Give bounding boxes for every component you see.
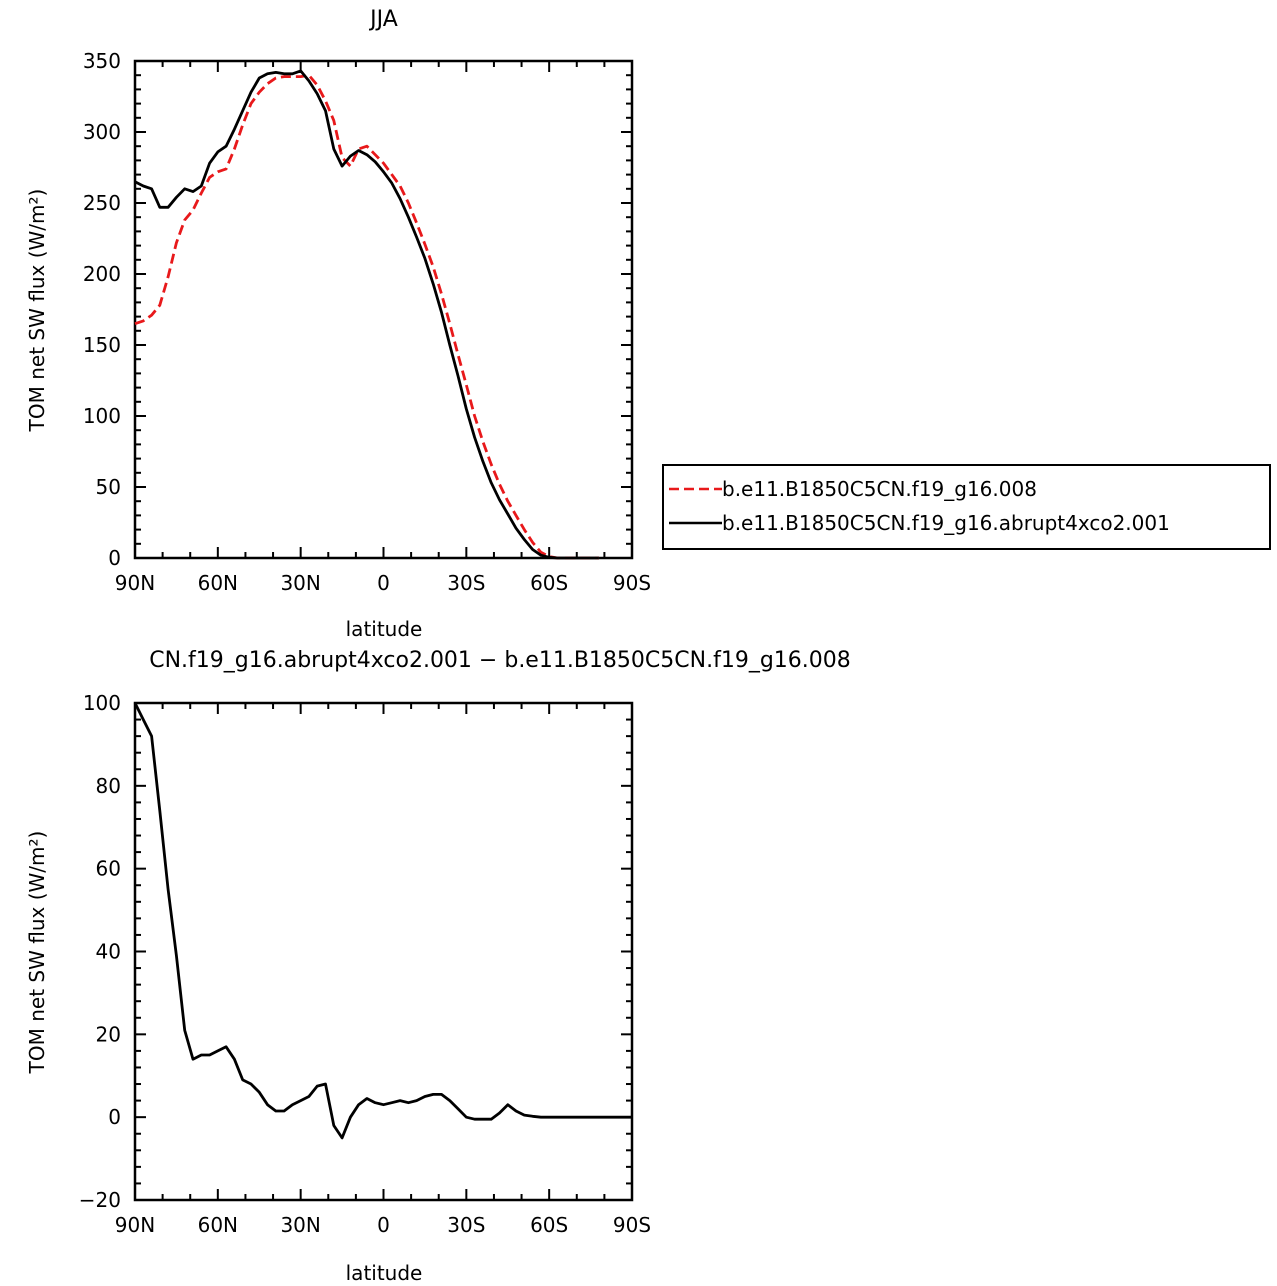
x-tick-label: 30S (447, 1213, 485, 1237)
y-tick-label: 0 (108, 546, 121, 570)
y-tick-label: 0 (108, 1105, 121, 1129)
y-tick-label: 100 (83, 691, 121, 715)
top-y-axis-label: TOM net SW flux (W/m²) (25, 189, 49, 433)
y-tick-label: 300 (83, 120, 121, 144)
top-plot-frame (133, 59, 634, 560)
x-tick-label: 30S (447, 571, 485, 595)
bottom-series-lines (133, 702, 632, 1140)
bottom-y-axis-label: TOM net SW flux (W/m²) (25, 831, 49, 1075)
legend: b.e11.B1850C5CN.f19_g16.008 b.e11.B1850C… (662, 464, 1271, 550)
top-x-axis-label: latitude (346, 617, 423, 641)
y-tick-label: 150 (83, 333, 121, 357)
x-tick-label: 60N (198, 571, 238, 595)
series-line (134, 69, 599, 560)
y-tick-label: 50 (96, 475, 121, 499)
y-tick-label: 200 (83, 262, 121, 286)
y-tick-label: 40 (96, 940, 121, 964)
bottom-chart-title: CN.f19_g16.abrupt4xco2.001 − b.e11.B1850… (149, 648, 851, 673)
bottom-panel: CN.f19_g16.abrupt4xco2.001 − b.e11.B1850… (25, 648, 851, 1285)
x-tick-label: 0 (377, 571, 390, 595)
top-panel: JJA 90N 60N 30N 0 30S 60S 90S 0 50 100 150 200 250 30… (25, 7, 651, 641)
x-tick-label: 90N (115, 571, 155, 595)
x-tick-label: 90N (115, 1213, 155, 1237)
series-line (134, 73, 599, 560)
x-tick-label: 60S (530, 1213, 568, 1237)
top-axis-ticks: 90N 60N 30N 0 30S 60S 90S 0 50 100 150 200 250 300 350 (83, 49, 651, 595)
top-series-lines (134, 69, 599, 560)
x-tick-label: 60N (198, 1213, 238, 1237)
x-tick-label: 90S (613, 571, 651, 595)
bottom-x-axis-label: latitude (346, 1261, 423, 1285)
bottom-axis-ticks: 90N 60N 30N 0 30S 60S 90S −20 0 20 40 60 80 100 (79, 691, 651, 1237)
x-tick-label: 0 (377, 1213, 390, 1237)
series-line (133, 702, 632, 1140)
y-tick-label: −20 (79, 1188, 121, 1212)
y-tick-label: 100 (83, 404, 121, 428)
x-tick-label: 30N (280, 571, 320, 595)
top-chart-title: JJA (368, 7, 398, 32)
x-tick-label: 60S (530, 571, 568, 595)
y-tick-label: 250 (83, 191, 121, 215)
x-tick-label: 90S (613, 1213, 651, 1237)
legend-box (662, 464, 1271, 550)
y-tick-label: 350 (83, 49, 121, 73)
legend-label-abrupt4xco2: b.e11.B1850C5CN.f19_g16.abrupt4xco2.001 (722, 511, 1170, 535)
bottom-plot-frame (133, 701, 634, 1202)
legend-label-control: b.e11.B1850C5CN.f19_g16.008 (722, 477, 1037, 501)
x-tick-label: 30N (280, 1213, 320, 1237)
y-tick-label: 80 (96, 774, 121, 798)
y-tick-label: 20 (96, 1022, 121, 1046)
y-tick-label: 60 (96, 857, 121, 881)
